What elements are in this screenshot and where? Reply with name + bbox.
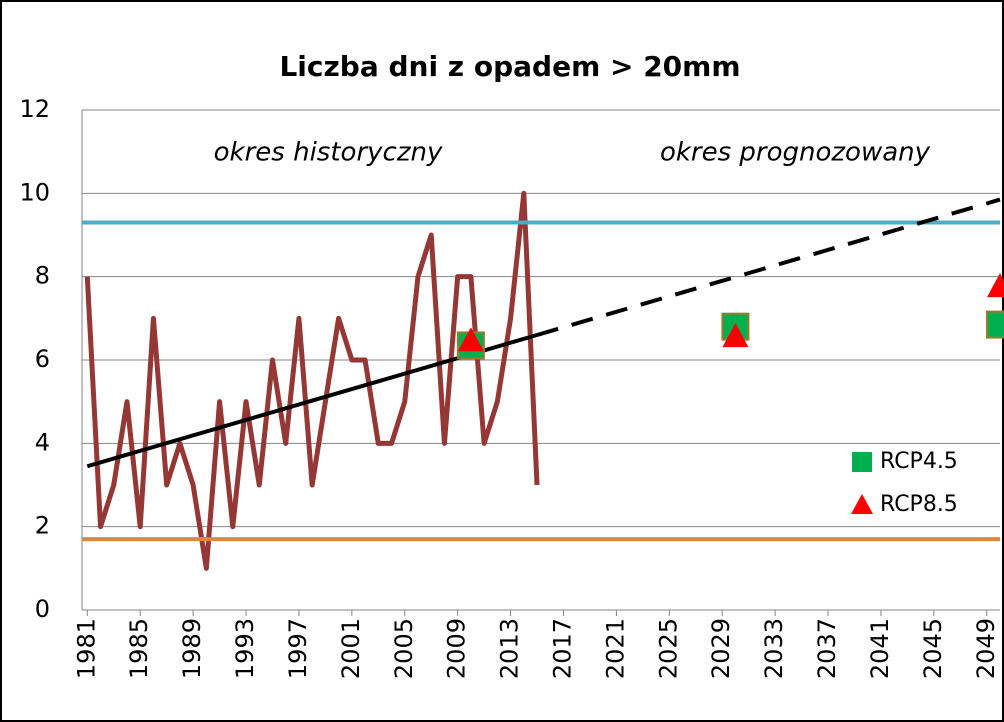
annotation: okres prognozowany	[660, 138, 931, 168]
y-tick-label: 2	[35, 512, 50, 540]
marker-triangle	[457, 327, 484, 352]
x-tick-label: 2041	[866, 618, 894, 679]
y-tick-label: 6	[35, 345, 50, 373]
x-tick-label: 2029	[707, 618, 735, 679]
x-tick-label: 2013	[496, 618, 524, 679]
line	[84, 190, 540, 571]
legend-swatch	[851, 494, 873, 514]
x-tick-label: 2017	[548, 618, 576, 679]
chart-title: Liczba dni z opadem > 20mm	[279, 50, 740, 83]
x-tick-label: 2025	[654, 618, 682, 679]
x-tick-label: 1981	[72, 618, 100, 679]
y-tick-label: 0	[35, 595, 50, 623]
y-tick-label: 12	[19, 95, 50, 123]
y-tick-label: 4	[35, 428, 50, 456]
marker-triangle	[987, 273, 1004, 298]
x-tick-label: 1989	[178, 618, 206, 679]
line	[536, 197, 1001, 337]
annotation: okres historyczny	[214, 138, 443, 168]
legend-label: RCP8.5	[880, 492, 958, 517]
x-tick-label: 2037	[813, 618, 841, 679]
x-tick-label: 1997	[284, 618, 312, 679]
x-tick-label: 2021	[601, 618, 629, 679]
x-tick-label: 2049	[972, 618, 1000, 679]
marker-triangle	[722, 323, 749, 348]
y-tick-label: 10	[19, 178, 50, 206]
x-tick-label: 2009	[443, 618, 471, 679]
x-tick-label: 2005	[390, 618, 418, 679]
y-tick-label: 8	[35, 262, 50, 290]
marker-square	[986, 310, 1004, 339]
x-tick-label: 2033	[760, 618, 788, 679]
x-tick-label: 1993	[231, 618, 259, 679]
legend-swatch	[852, 452, 872, 472]
legend-label: RCP4.5	[880, 449, 958, 474]
x-tick-label: 1985	[125, 618, 153, 679]
x-tick-label: 2045	[919, 618, 947, 679]
x-tick-label: 2001	[337, 618, 365, 679]
